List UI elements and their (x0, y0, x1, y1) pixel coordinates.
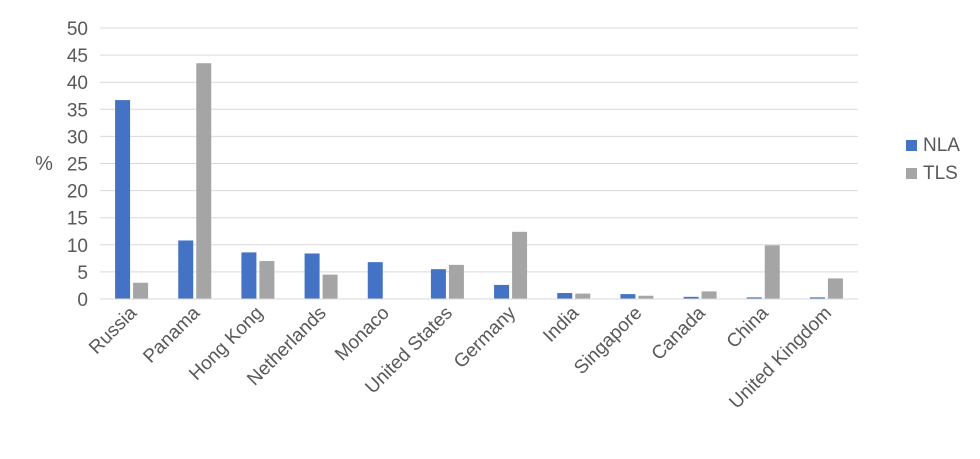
x-tick-label: India (539, 302, 583, 346)
bar-tls-panama (196, 63, 212, 300)
legend: NLA TLS (906, 135, 960, 184)
y-tick-label: 45 (67, 46, 88, 67)
bar-nla-monaco (367, 262, 383, 299)
bar-tls-russia (133, 282, 149, 299)
y-tick-label: 25 (67, 155, 88, 176)
bar-tls-germany (512, 231, 528, 299)
bar-nla-netherlands (304, 253, 320, 299)
x-tick-label: Russia (85, 302, 141, 358)
bar-tls-united-kingdom (827, 278, 843, 299)
x-tick-label: Germany (450, 302, 520, 372)
bar-nla-india (557, 293, 573, 299)
y-tick-label: 35 (67, 100, 88, 121)
bar-tls-canada (701, 291, 717, 299)
y-axis-ticks: 0 5 10 15 20 25 30 35 40 45 50 (67, 19, 88, 311)
bar-tls-india (575, 293, 591, 299)
bar-nla-germany (494, 284, 510, 299)
legend-swatch-nla (906, 140, 917, 151)
bar-tls-netherlands (322, 274, 338, 299)
bar-nla-china (746, 297, 762, 299)
y-tick-label: 10 (67, 236, 88, 257)
bar-nla-russia (115, 100, 131, 299)
bar-nla-united-kingdom (809, 297, 825, 299)
y-axis-label: % (35, 153, 53, 175)
bar-tls-singapore (638, 295, 654, 299)
y-tick-label: 0 (77, 290, 88, 311)
y-tick-label: 40 (67, 73, 88, 94)
bar-nla-singapore (620, 294, 636, 299)
legend-label-nla: NLA (923, 135, 960, 156)
bar-nla-united-states (430, 269, 446, 299)
bar-nla-panama (178, 240, 194, 299)
x-tick-label: Singapore (570, 303, 646, 379)
bar-tls-united-states (448, 264, 464, 299)
y-tick-label: 20 (67, 182, 88, 203)
y-tick-label: 50 (67, 19, 88, 40)
y-tick-label: 15 (67, 209, 88, 230)
x-tick-label: China (723, 302, 773, 352)
gridlines (100, 27, 858, 273)
legend-label-tls: TLS (923, 163, 958, 184)
x-tick-label: Monaco (331, 303, 394, 366)
x-tick-label: Canada (648, 302, 710, 364)
bar-tls-china (764, 245, 780, 299)
y-tick-label: 5 (77, 263, 88, 284)
bars (115, 63, 843, 300)
bar-nla-hong-kong (241, 252, 257, 299)
bar-tls-hong-kong (259, 261, 275, 299)
bar-nla-canada (683, 296, 699, 299)
legend-swatch-tls (906, 168, 917, 179)
y-tick-label: 30 (67, 127, 88, 148)
x-tick-label: Panama (139, 302, 204, 367)
